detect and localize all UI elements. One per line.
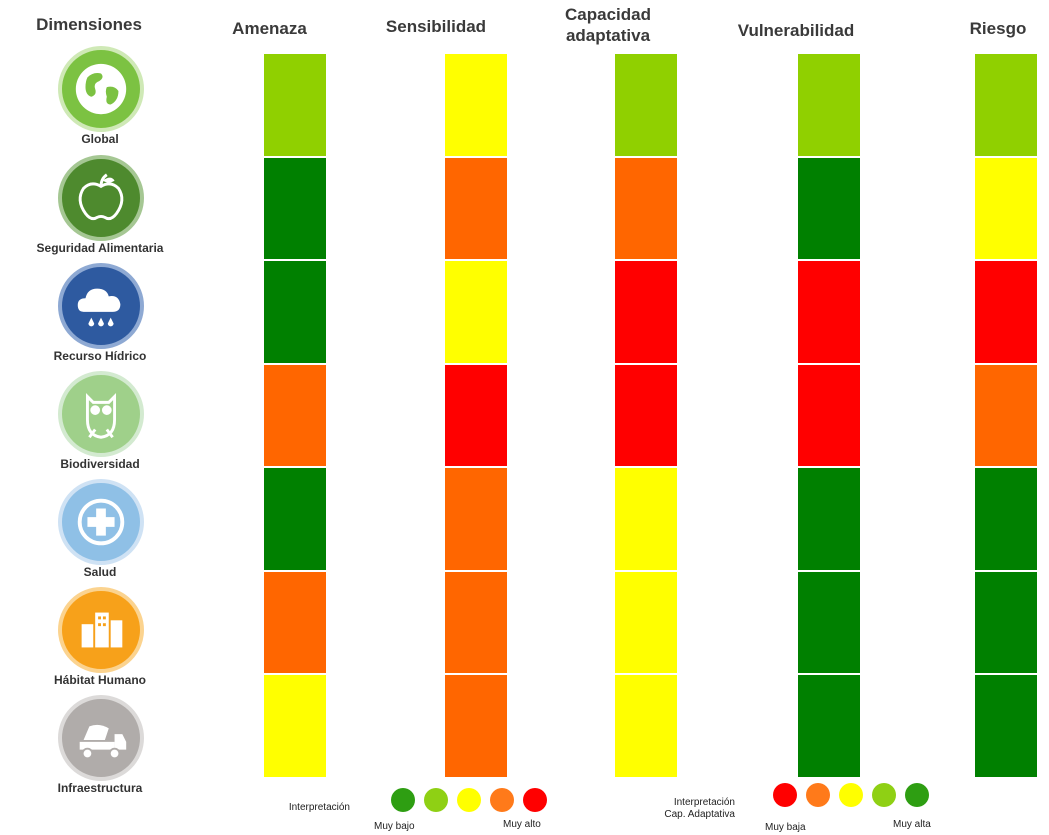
level-cell [445,157,507,261]
level-cell [615,571,677,675]
level-cell [975,675,1037,779]
cement-truck-icon [58,695,144,781]
rain-cloud-icon [58,263,144,349]
level-cell [264,54,326,158]
legend-dot [457,788,481,812]
level-cell [264,364,326,468]
level-cell [975,364,1037,468]
legend-muy-baja: Muy baja [765,822,806,833]
level-cell [798,675,860,779]
riesgo-header: Riesgo [969,19,1027,38]
capacidad-adaptativa-column [615,54,677,779]
legend-dot [806,783,830,807]
level-cell [445,675,507,779]
sensibilidad-header: Sensibilidad [385,17,487,36]
owl-icon [58,371,144,457]
dimension-label: Global [81,132,119,146]
level-cell [798,261,860,365]
dimension-label: Hábitat Humano [53,673,146,687]
level-cell [445,364,507,468]
legend-interpretacion-cap-line2: Cap. Adaptativa [664,809,735,820]
dimension-label: Recurso Hídrico [53,349,147,363]
legend-interpretacion: Interpretación [288,802,350,813]
level-cell [445,54,507,158]
level-cell [615,468,677,572]
dimension-salud: Salud [10,479,180,583]
dimension-label: Biodiversidad [60,457,140,471]
dimension-infraestructura: Infraestructura [10,695,180,799]
dimension-label: Salud [83,565,117,579]
level-cell [975,157,1037,261]
legend-dot [391,788,415,812]
level-cell [798,157,860,261]
legend-dot [773,783,797,807]
level-cell [798,468,860,572]
level-cell [264,261,326,365]
riesgo-column [975,54,1037,779]
level-cell [615,675,677,779]
level-cell [798,364,860,468]
legend-dot [424,788,448,812]
level-cell [798,571,860,675]
level-cell [445,261,507,365]
capacidad-adaptativa-header: Capacidad adaptativa [548,4,668,46]
dimension-biodiversidad: Biodiversidad [10,371,180,475]
dimensions-header: Dimensiones [36,15,142,34]
buildings-icon [58,587,144,673]
legend-dot [905,783,929,807]
level-cell [615,54,677,158]
legend-dot [490,788,514,812]
vulnerabilidad-column [798,54,860,779]
capacidad-header-line1: Capacidad [565,5,651,24]
legend-interpretacion-cap: Interpretación Cap. Adaptativa [630,797,735,821]
level-cell [264,468,326,572]
level-cell [445,468,507,572]
legend-interpretacion-cap-line1: Interpretación [673,797,735,808]
level-cell [975,54,1037,158]
legend-dot [839,783,863,807]
sensibilidad-column [445,54,507,779]
level-cell [975,571,1037,675]
level-cell [975,261,1037,365]
level-cell [615,157,677,261]
level-cell [615,364,677,468]
apple-icon [58,155,144,241]
level-cell [445,571,507,675]
legend-muy-alta: Muy alta [893,819,931,830]
level-cell [264,675,326,779]
level-cell [264,157,326,261]
health-cross-icon [58,479,144,565]
dimension-seguridad-alimentaria: Seguridad Alimentaria [10,155,180,259]
level-cell [798,54,860,158]
vulnerabilidad-header: Vulnerabilidad [737,21,855,40]
level-cell [264,571,326,675]
level-cell [975,468,1037,572]
legend-dot [872,783,896,807]
dimension-recurso-hidrico: Recurso Hídrico [10,263,180,367]
legend-muy-bajo: Muy bajo [374,821,415,832]
globe-icon [58,46,144,132]
amenaza-header: Amenaza [232,19,307,38]
capacidad-header-line2: adaptativa [565,26,651,45]
level-cell [615,261,677,365]
dimension-habitat-humano: Hábitat Humano [10,587,180,691]
legend-dot [523,788,547,812]
legend-muy-alto: Muy alto [503,819,541,830]
dimension-label: Seguridad Alimentaria [36,241,164,255]
dimension-label: Infraestructura [57,781,143,795]
amenaza-column [264,54,326,779]
dimension-global: Global [10,46,180,150]
